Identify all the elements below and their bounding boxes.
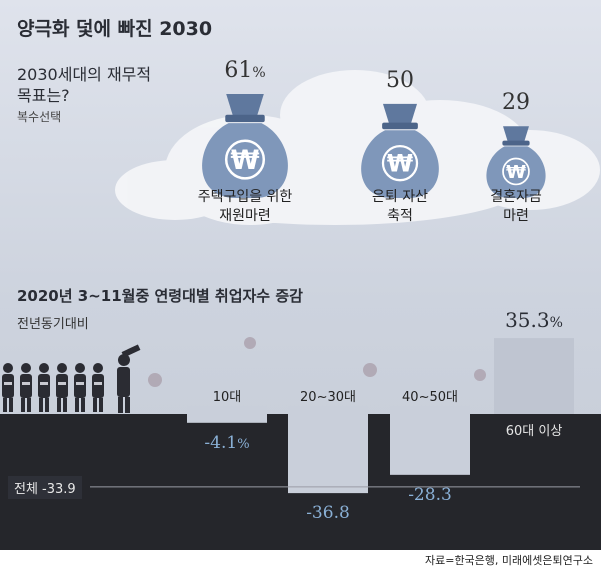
crowd-decoration xyxy=(2,337,486,413)
money-bag-neck xyxy=(503,126,529,143)
person-silhouette-2 xyxy=(20,363,32,412)
person-silhouette-3 xyxy=(38,363,50,412)
money-bag-neck xyxy=(226,94,264,117)
bag-category-line: 결혼자금 xyxy=(490,189,542,205)
employment-category-label: 60대 이상 xyxy=(505,424,563,439)
person-silhouette-4 xyxy=(56,363,68,412)
money-bag-tie xyxy=(502,140,530,146)
goal-chart: ₩ ₩ ₩ xyxy=(115,70,600,225)
money-bag-neck xyxy=(382,103,418,125)
bag-value-unit: % xyxy=(252,65,266,81)
page-title: 양극화 덫에 빠진 2030 xyxy=(17,18,213,40)
money-bag-tie xyxy=(382,122,418,130)
bag-category-line: 마련 xyxy=(503,208,529,224)
employment-value-label: -4.1% xyxy=(204,432,250,453)
person-silhouette-5 xyxy=(74,363,86,412)
employment-bar-2 xyxy=(288,406,368,494)
employment-value-label: 35.3% xyxy=(505,308,563,333)
employment-value-label: -36.8 xyxy=(306,503,350,524)
money-bag-body xyxy=(361,130,439,198)
virus-icon xyxy=(363,363,377,377)
employment-value-label: -28.3 xyxy=(408,484,452,505)
money-bag-body xyxy=(202,123,288,198)
bag-category-line: 재원마련 xyxy=(219,208,271,224)
person-silhouette-6 xyxy=(92,363,104,412)
employment-value-unit: % xyxy=(549,315,563,332)
won-circle xyxy=(381,145,419,182)
bag-value-label: 61% xyxy=(205,58,285,83)
bag-value-number: 61 xyxy=(224,58,253,83)
goal-chart-title: 2030세대의 재무적 목표는? xyxy=(17,65,152,105)
won-icon: ₩ xyxy=(506,162,526,183)
bag-value-number: 50 xyxy=(386,67,414,93)
won-circle xyxy=(502,157,530,186)
virus-icon xyxy=(244,337,256,349)
person-silhouette-1 xyxy=(2,363,14,412)
bag-category-line: 은퇴 자산 xyxy=(372,189,428,205)
money-bag-body xyxy=(486,146,546,198)
employment-bar-1 xyxy=(187,406,267,423)
employment-chart xyxy=(90,338,580,494)
bag-category-line: 축적 xyxy=(387,208,413,224)
virus-icon xyxy=(148,373,162,387)
money-bag-tie xyxy=(225,114,265,123)
employment-category-label: 20~30대 xyxy=(300,390,356,405)
total-change-label: 전체 -33.9 xyxy=(8,475,82,499)
won-icon: ₩ xyxy=(230,146,259,176)
employment-bar-4 xyxy=(494,338,574,414)
won-circle xyxy=(224,139,266,180)
employment-chart-note: 전년동기대비 xyxy=(17,317,89,332)
virus-icon xyxy=(474,369,486,381)
person-with-telescope xyxy=(117,344,141,413)
money-bag-3: ₩ xyxy=(486,126,546,198)
employment-value-unit: % xyxy=(237,436,250,452)
employment-chart-title: 2020년 3~11월중 연령대별 취업자수 증감 xyxy=(17,287,303,305)
employment-category-label: 10대 xyxy=(212,390,242,405)
bag-category-line: 주택구입을 위한 xyxy=(197,189,293,205)
bag-value-number: 29 xyxy=(502,90,530,116)
employment-bar-3 xyxy=(390,406,470,475)
employment-category-label: 40~50대 xyxy=(402,390,458,405)
bag-value-label: 29 xyxy=(476,90,556,115)
money-bag-2: ₩ xyxy=(361,103,439,198)
bag-value-label: 50 xyxy=(360,68,440,93)
won-icon: ₩ xyxy=(387,150,413,178)
source-note: 자료=한국은행, 미래에셋은퇴연구소 xyxy=(424,554,593,567)
goal-chart-note: 복수선택 xyxy=(17,110,62,124)
footer-bar xyxy=(0,550,601,570)
money-bag-1: ₩ xyxy=(202,94,288,198)
